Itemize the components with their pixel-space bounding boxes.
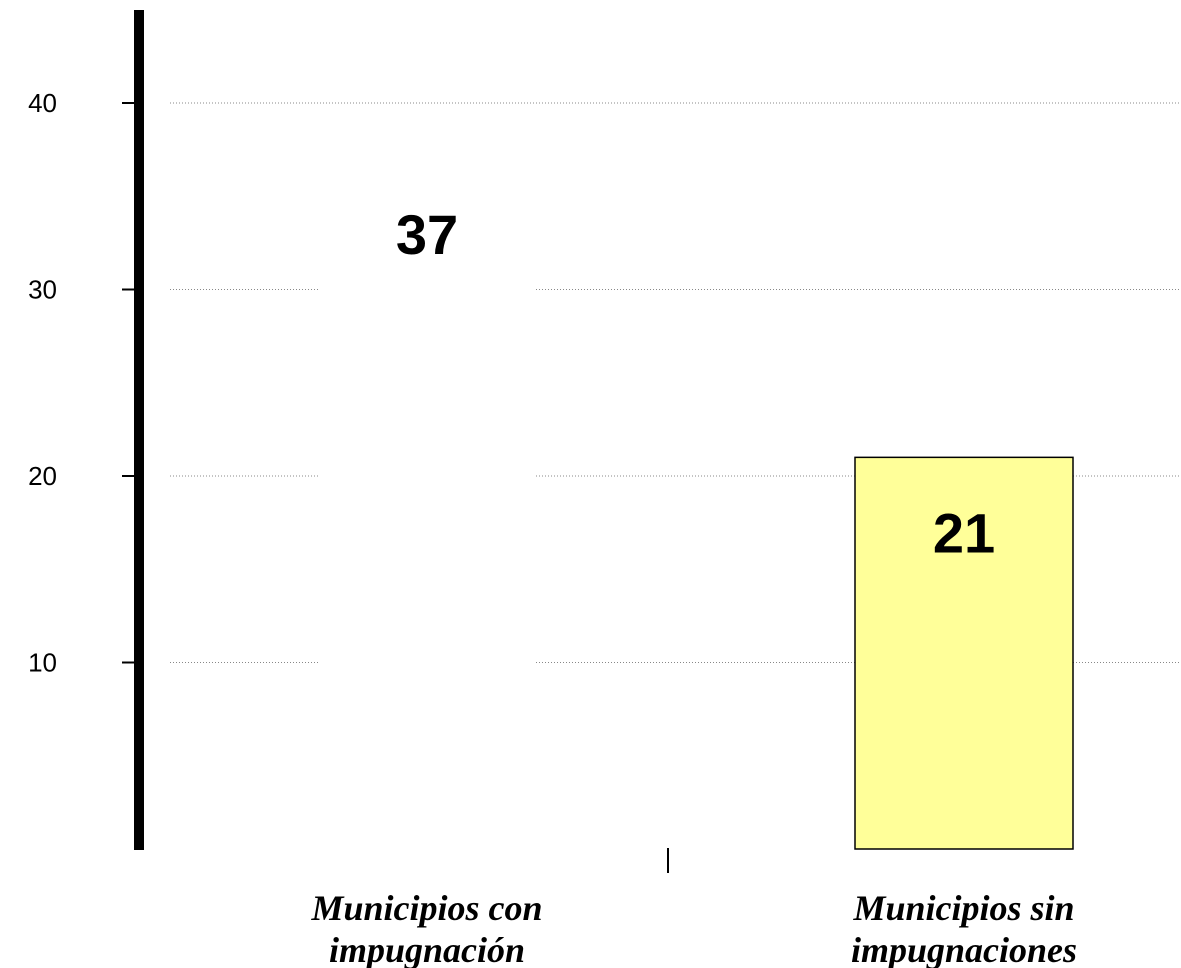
data-label: 21: [933, 501, 995, 564]
x-category-label: impugnación: [329, 930, 525, 968]
y-tick-label: 30: [28, 275, 57, 305]
y-tick-label: 20: [28, 461, 57, 491]
y-axis-ticks: 10 20 30 40: [28, 88, 144, 678]
x-category-label: Municipios con: [310, 888, 542, 928]
y-tick-label: 10: [28, 648, 57, 678]
bars: [318, 158, 1074, 850]
x-category-label: impugnaciones: [851, 930, 1077, 968]
data-labels: 37 21: [396, 203, 995, 564]
data-label: 37: [396, 203, 458, 266]
y-tick-label: 40: [28, 88, 57, 118]
bar: [854, 456, 1074, 850]
bar: [318, 158, 536, 849]
x-category-label: Municipios sin: [852, 888, 1074, 928]
